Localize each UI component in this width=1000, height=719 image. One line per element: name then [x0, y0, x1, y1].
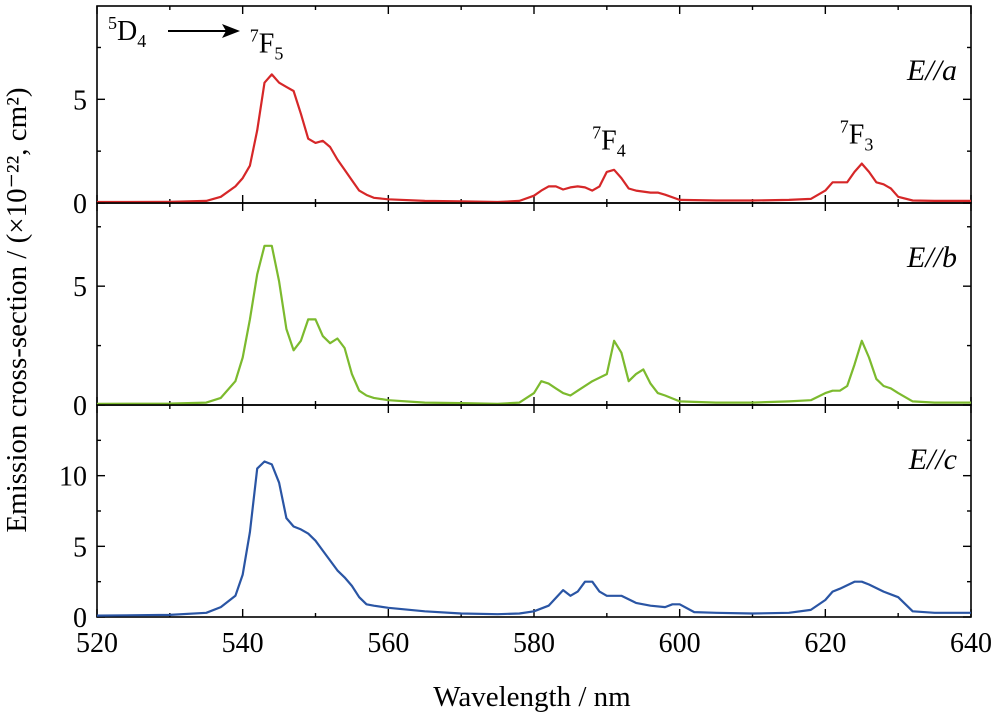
series-line-1	[96, 73, 971, 204]
x-tick-label: 560	[367, 628, 409, 659]
peak-label-2: 7F4	[592, 123, 626, 161]
x-tick-label: 640	[950, 628, 992, 659]
peak-label-1: 7F5	[250, 25, 284, 63]
panel-frame	[96, 404, 972, 618]
x-tick-label: 620	[804, 628, 846, 659]
x-tick-label: 580	[513, 628, 555, 659]
arrow-head	[222, 24, 240, 38]
y-axis-title: Emission cross-section / (×10⁻²², cm²)	[1, 87, 33, 532]
panel-frame	[96, 202, 972, 406]
x-tick-label: 520	[76, 628, 118, 659]
panel-label: E//b	[906, 241, 957, 274]
peak-label-3: 7F3	[840, 117, 874, 155]
transition-label: 5D4	[108, 13, 146, 51]
y-tick-label: 0	[73, 603, 87, 634]
panel-label: E//c	[908, 443, 957, 476]
y-tick-label: 5	[73, 272, 87, 303]
x-tick-label: 540	[222, 628, 264, 659]
annotations: 5D4 7F5 7F4 7F3	[108, 13, 873, 161]
x-tick-label: 600	[659, 628, 701, 659]
series-line-3	[96, 460, 971, 617]
panel-label: E//a	[906, 54, 957, 87]
panels-layer: 0 5 E//a 0 5 E//b 0 5 10 E//c	[59, 5, 972, 634]
y-tick-label: 5	[73, 532, 87, 563]
y-tick-label: 5	[73, 85, 87, 116]
series-line-2	[96, 244, 971, 405]
y-tick-label: 0	[73, 391, 87, 422]
y-tick-label: 10	[59, 462, 87, 493]
panel-3: 0 5 10 E//c	[59, 404, 972, 634]
x-axis: 520 540 560 580 600 620 640	[76, 628, 992, 659]
panel-1: 0 5 E//a	[73, 5, 972, 220]
panel-2: 0 5 E//b	[73, 202, 972, 422]
y-tick-label: 0	[73, 189, 87, 220]
x-axis-title: Wavelength / nm	[433, 681, 631, 713]
